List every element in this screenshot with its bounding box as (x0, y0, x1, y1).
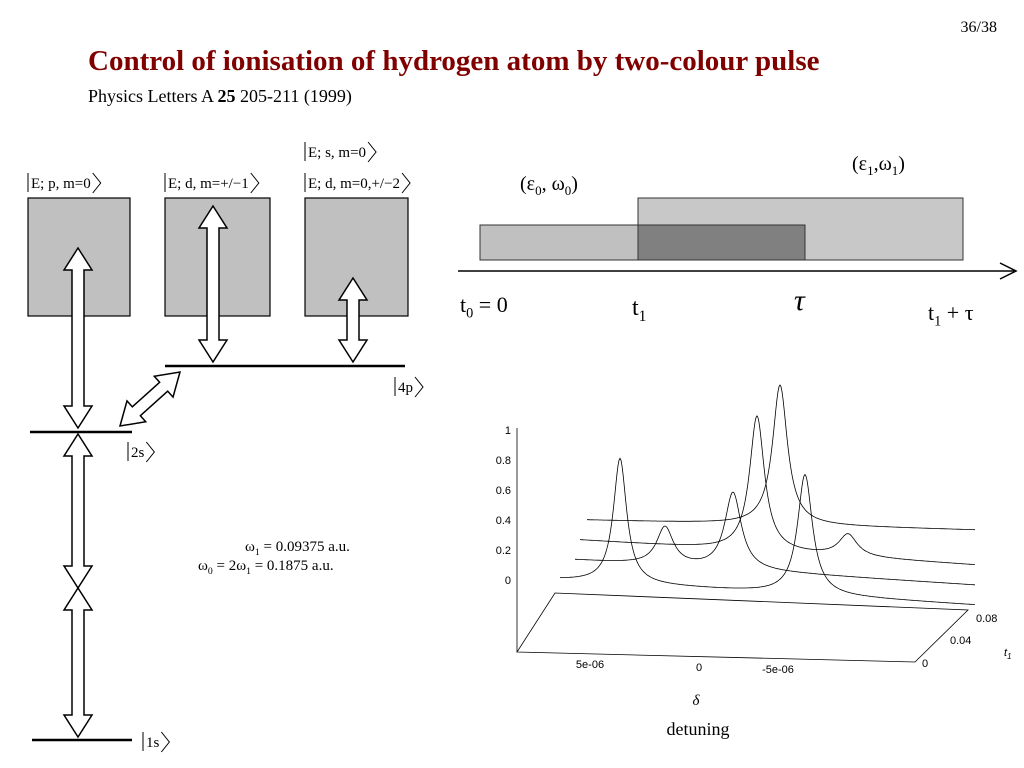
ket-label: 1s (146, 735, 160, 751)
pulse-diagram (458, 197, 1018, 280)
reference: Physics Letters A 25 205-211 (1999) (88, 86, 352, 107)
level-lines (30, 364, 405, 742)
y-tick-label: 1 (505, 425, 511, 437)
subscript: 0 (208, 566, 213, 577)
year: (1999) (304, 86, 352, 107)
ket-label: E; d, m=0,+/−2 (308, 176, 400, 192)
text-part: t (928, 300, 934, 325)
ket-bracket (367, 141, 377, 163)
ket-bracket (92, 172, 102, 194)
title: Control of ionisation of hydrogen atom b… (88, 45, 820, 77)
time-label: t0 = 0 (460, 292, 508, 322)
subscript: 1 (639, 308, 647, 325)
pulse-0 (479, 224, 639, 261)
pulse-overlap (637, 224, 806, 261)
ket-label: E; p, m=0 (31, 176, 91, 192)
time-axis-arrow (999, 262, 1018, 280)
text-part: t (632, 295, 639, 321)
transition-arrow (62, 246, 94, 430)
ket-label: E; s, m=0 (308, 145, 366, 161)
journal: Physics Letters A (88, 86, 214, 106)
ket-label: 4p (398, 380, 413, 396)
subscript: 1 (246, 566, 251, 577)
subscript: 1 (1007, 652, 1011, 661)
y-tick-label: 0.4 (496, 515, 511, 527)
text-part: = 0.1875 a.u. (251, 558, 334, 574)
pages: 205-211 (240, 86, 299, 106)
ket-label: E; d, m=+/−1 (168, 176, 249, 192)
transition-arrow (118, 371, 182, 427)
x-tick-label: -5e-06 (762, 664, 794, 676)
y-tick-label: 0 (505, 575, 511, 587)
volume: 25 (218, 86, 236, 106)
text-part: (ε (852, 153, 867, 175)
transition-arrow (197, 204, 229, 364)
subscript: 1 (255, 547, 260, 558)
time-label: t1 + τ (928, 300, 974, 330)
subscript: 1 (934, 314, 941, 330)
x-label: detuning (667, 719, 730, 739)
text-part: t (460, 292, 466, 317)
time-label: τ (794, 284, 806, 317)
text-part: ,ω (874, 153, 892, 175)
transition-arrow (62, 586, 94, 739)
continuum-box (304, 197, 409, 317)
z-tick-label: 0.04 (950, 635, 971, 647)
subscript: 0 (535, 183, 542, 198)
text-part: + τ (941, 300, 973, 325)
frequency: ω1 = 0.09375 a.u. (245, 539, 350, 558)
y-tick-label: 0.8 (496, 455, 511, 467)
trace (587, 384, 975, 531)
trace (579, 415, 976, 565)
ket-bracket (414, 376, 424, 398)
ket-bracket (145, 441, 155, 463)
x-tick-label: 5e-06 (576, 659, 604, 671)
subscript: 0 (466, 306, 473, 322)
text-part: τ (794, 284, 806, 317)
z-tick-label: 0.08 (976, 613, 997, 625)
ket-bracket (401, 172, 411, 194)
subscript: 1 (867, 163, 874, 178)
frequency: ω0 = 2ω1 = 0.1875 a.u. (198, 558, 334, 577)
plot-3d (516, 384, 976, 663)
x-symbol: δ (693, 693, 701, 709)
y-tick-label: 0.2 (496, 545, 511, 557)
ket-bracket (160, 731, 170, 753)
ket-bracket (250, 172, 260, 194)
transition-arrow (337, 276, 369, 364)
text-part: = 0.09375 a.u. (260, 539, 350, 555)
pulse-label: (ε0, ω0) (520, 173, 578, 198)
trace (574, 491, 975, 586)
subscript: 0 (565, 183, 572, 198)
text-part: ) (898, 153, 905, 175)
ket-label: 2s (131, 445, 145, 461)
text-part: ω (245, 539, 255, 555)
time-label: t1 (632, 295, 646, 325)
floor (516, 592, 969, 663)
trace (559, 457, 976, 605)
z-tick-label: 0 (922, 658, 928, 670)
pulse-label: (ε1,ω1) (852, 153, 905, 178)
text-part: = 0 (473, 292, 507, 317)
text-part: ) (571, 173, 578, 195)
text-part: = 2ω (213, 558, 246, 574)
slide-number: 36/38 (961, 19, 997, 36)
y-tick-label: 0.6 (496, 485, 511, 497)
z-label: t1 (1004, 647, 1011, 661)
x-tick-label: 0 (696, 662, 702, 674)
subscript: 1 (892, 163, 899, 178)
text-part: t (1004, 647, 1008, 659)
text-part: (ε (520, 173, 535, 195)
text-part: , ω (542, 173, 565, 195)
text-part: ω (198, 558, 208, 574)
